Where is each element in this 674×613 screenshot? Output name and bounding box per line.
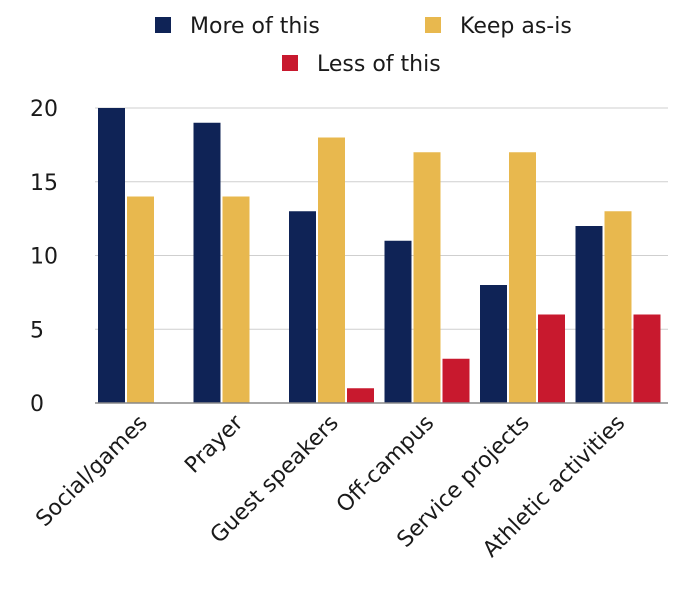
bars — [98, 108, 661, 403]
y-axis: 0 5 10 15 20 — [30, 97, 58, 417]
y-tick-label: 15 — [30, 171, 58, 196]
bar-prayer-more-of-this — [193, 122, 221, 403]
legend-swatch-less-of-this — [282, 55, 298, 71]
bar-guest-speakers-more-of-this — [289, 211, 316, 403]
bar-social-games-more-of-this — [98, 108, 125, 403]
bar-social-games-keep-as-is — [127, 196, 154, 403]
legend-label-less-of-this: Less of this — [317, 52, 441, 77]
y-tick-label: 20 — [30, 97, 58, 122]
bar-guest-speakers-keep-as-is — [318, 137, 345, 403]
legend-swatch-keep-as-is — [425, 17, 441, 33]
bar-service-projects-keep-as-is — [509, 152, 536, 403]
bar-athletic-activities-more-of-this — [575, 226, 603, 403]
legend: More of this Keep as-is Less of this — [155, 14, 572, 77]
bar-athletic-activities-keep-as-is — [604, 211, 632, 403]
y-tick-label: 0 — [30, 392, 44, 417]
legend-label-more-of-this: More of this — [190, 14, 320, 39]
x-tick-label-off-campus: Off-campus — [332, 411, 439, 518]
legend-swatch-more-of-this — [155, 17, 171, 33]
bar-off-campus-less-of-this — [442, 358, 470, 403]
x-tick-label-prayer: Prayer — [180, 410, 249, 479]
gridlines — [95, 107, 668, 330]
bar-prayer-keep-as-is — [222, 196, 250, 403]
bar-service-projects-more-of-this — [480, 285, 507, 403]
bar-athletic-activities-less-of-this — [633, 314, 661, 403]
legend-label-keep-as-is: Keep as-is — [460, 14, 572, 39]
bar-guest-speakers-less-of-this — [347, 388, 374, 403]
bar-service-projects-less-of-this — [538, 314, 565, 403]
y-tick-label: 10 — [30, 245, 58, 270]
y-tick-label: 5 — [30, 318, 44, 343]
x-tick-label-social-games: Social/games — [31, 411, 152, 532]
bar-off-campus-keep-as-is — [413, 152, 441, 403]
bar-off-campus-more-of-this — [384, 240, 412, 403]
